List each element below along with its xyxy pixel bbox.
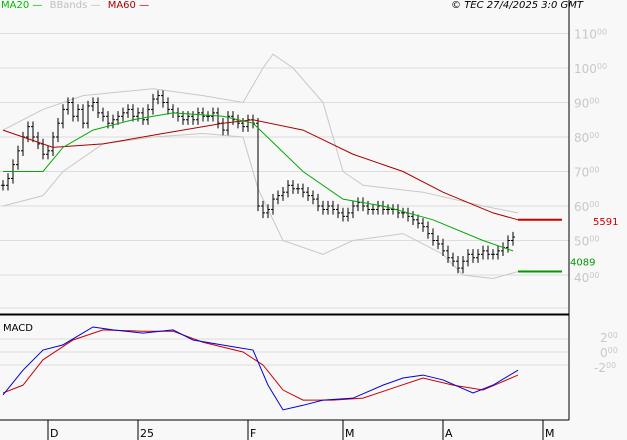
ma20-line (3, 112, 514, 252)
y-tick-label: 8000 (574, 131, 599, 145)
y-tick-label: 7000 (574, 166, 599, 180)
legend-ma20-swatch: — (29, 0, 43, 11)
upper-band-label: 5591 (593, 217, 618, 228)
x-tick-label: 25 (140, 427, 154, 440)
legend: MA20 — BBands — MA60 — (1, 0, 149, 11)
legend-ma60-swatch: — (135, 0, 150, 11)
legend-bbands: BBands (49, 0, 88, 11)
legend-ma20: MA20 (1, 0, 30, 11)
ma60-line (2, 119, 519, 221)
macd-line (2, 326, 519, 411)
y-tick-label: 9000 (574, 97, 599, 111)
x-tick-label: F (250, 427, 256, 440)
macd-y-tick-label: -200 (594, 361, 616, 375)
x-tick-label: D (50, 427, 58, 440)
x-tick-label: M (545, 427, 555, 440)
macd-y-tick-label: 000 (600, 346, 618, 360)
y-tick-label: 6000 (574, 200, 599, 214)
legend-ma60: MA60 (107, 0, 136, 11)
macd-signal-line (2, 329, 519, 401)
legend-bbands-swatch: — (87, 0, 101, 11)
y-tick-label: 10000 (574, 62, 607, 76)
y-tick-label: 4000 (574, 271, 599, 285)
copyright: © TEC 27/4/2025 3:0 GMT (451, 0, 583, 11)
x-tick-label: M (345, 427, 355, 440)
macd-title: MACD (3, 323, 33, 334)
bband-upper (2, 53, 519, 214)
macd-y-tick-label: 200 (600, 331, 618, 345)
y-tick-label: 11000 (574, 28, 607, 42)
lower-band-label: 4089 (570, 258, 595, 269)
y-tick-label: 5000 (574, 235, 599, 249)
x-tick-label: A (445, 427, 453, 440)
